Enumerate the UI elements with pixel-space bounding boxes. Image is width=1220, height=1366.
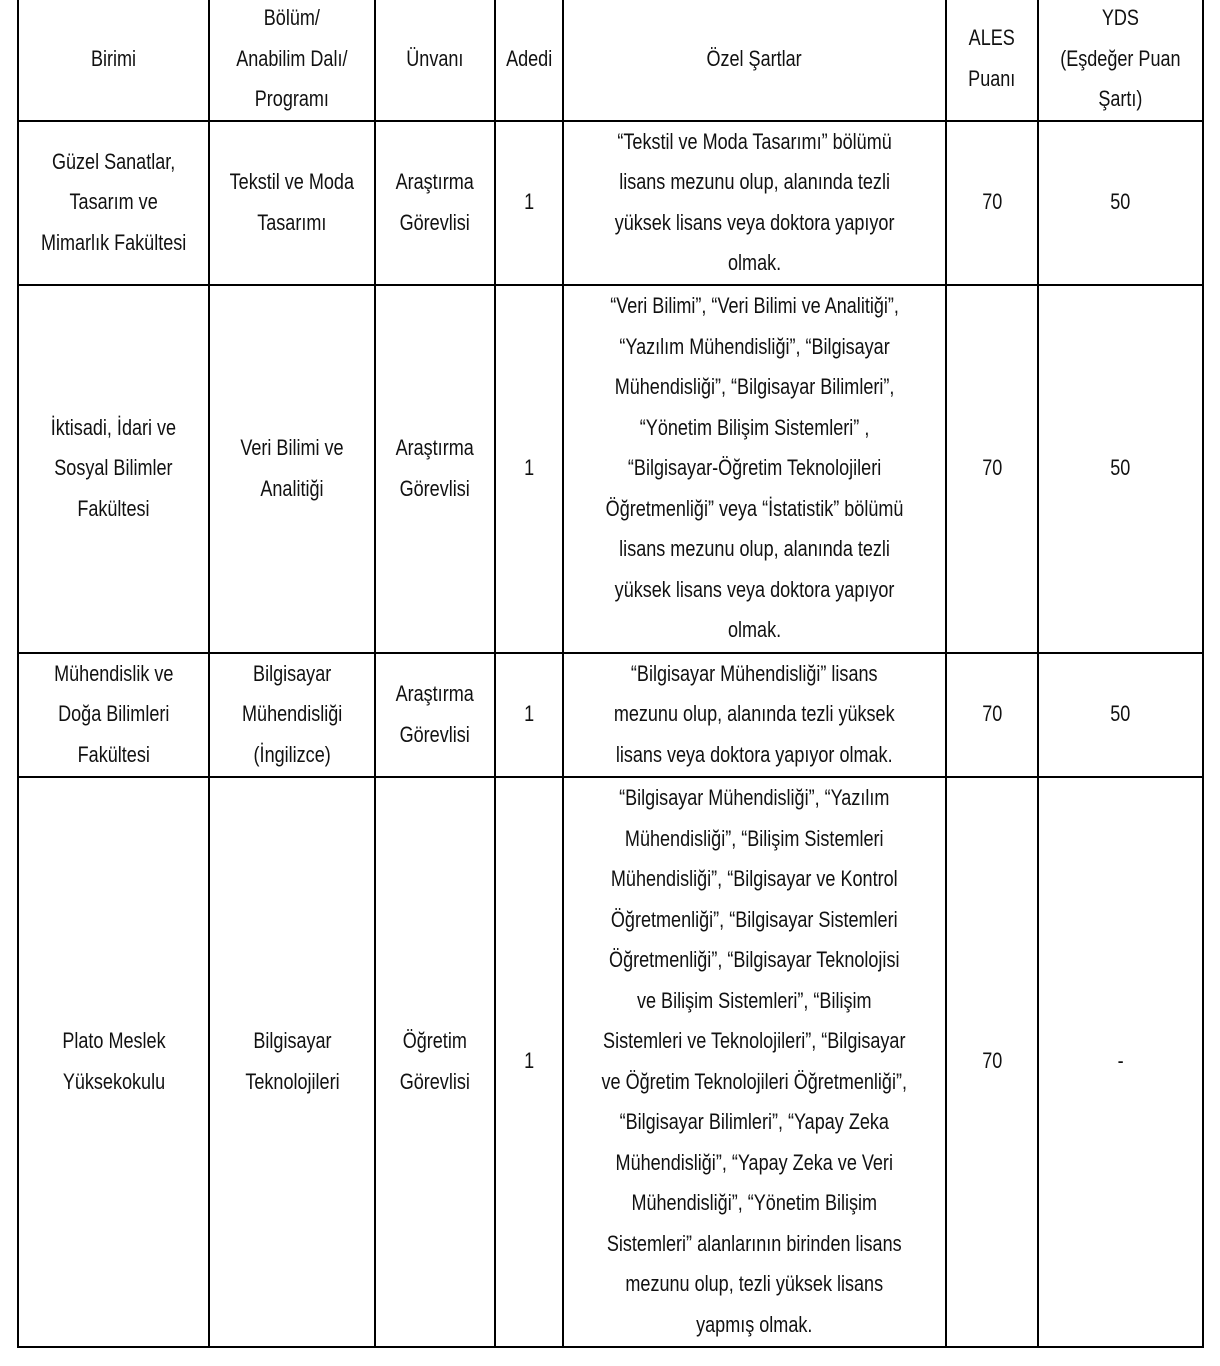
cell-count: 1	[494, 119, 564, 286]
cell-text: 1	[523, 189, 535, 215]
cell-text: Bilgisayar Mühendisliği (İngilizce)	[241, 660, 343, 767]
cell-ales: 70	[945, 119, 1039, 286]
cell-text: Plato Meslek Yüksekokulu	[61, 1028, 166, 1094]
cell-title: Araştırma Görevlisi	[374, 119, 496, 286]
cell-department: Bilgisayar Mühendisliği (İngilizce)	[208, 651, 376, 778]
cell-text: Mühendislik ve Doğa Bilimleri Fakültesi	[53, 660, 174, 767]
header-text: Birimi	[90, 45, 137, 71]
cell-yds: 50	[1037, 119, 1204, 286]
cell-text: Veri Bilimi ve Analitiği	[240, 435, 344, 501]
cell-title: Araştırma Görevlisi	[374, 651, 496, 778]
cell-text: 1	[523, 701, 535, 727]
cell-text: Araştırma Görevlisi	[395, 681, 475, 747]
cell-count: 1	[494, 283, 564, 654]
cell-text: Güzel Sanatlar, Tasarım ve Mimarlık Fakü…	[40, 148, 187, 255]
header-text: Adedi	[505, 45, 553, 71]
table-row: Mühendislik ve Doğa Bilimleri Fakültesi …	[17, 651, 1204, 778]
header-count: Adedi	[494, 0, 564, 122]
cell-text: Araştırma Görevlisi	[395, 435, 475, 501]
cell-department: Bilgisayar Teknolojileri	[208, 775, 376, 1348]
cell-department: Veri Bilimi ve Analitiği	[208, 283, 376, 654]
cell-yds: 50	[1037, 283, 1204, 654]
cell-text: Tekstil ve Moda Tasarımı	[229, 169, 355, 235]
header-title: Ünvanı	[374, 0, 496, 122]
cell-count: 1	[494, 651, 564, 778]
positions-table: Birimi Bölüm/ Anabilim Dalı/ Programı Ün…	[17, 0, 1204, 1348]
header-row: Birimi Bölüm/ Anabilim Dalı/ Programı Ün…	[17, 0, 1204, 122]
cell-unit: İktisadi, İdari ve Sosyal Bilimler Fakül…	[17, 283, 210, 654]
cell-text: 70	[981, 455, 1003, 481]
header-department: Bölüm/ Anabilim Dalı/ Programı	[208, 0, 376, 122]
table-row: İktisadi, İdari ve Sosyal Bilimler Fakül…	[17, 283, 1204, 654]
cell-text: “Tekstil ve Moda Tasarımı” bölümü lisans…	[614, 128, 895, 276]
header-text: Ünvanı	[406, 45, 464, 71]
cell-text: 1	[523, 1048, 535, 1074]
cell-text: “Veri Bilimi”, “Veri Bilimi ve Analitiği…	[605, 293, 904, 643]
table-row: Güzel Sanatlar, Tasarım ve Mimarlık Fakü…	[17, 119, 1204, 286]
cell-ales: 70	[945, 651, 1039, 778]
cell-text: “Bilgisayar Mühendisliği”, “Yazılım Mühe…	[601, 785, 908, 1337]
cell-unit: Güzel Sanatlar, Tasarım ve Mimarlık Fakü…	[17, 119, 210, 286]
cell-text: 1	[523, 455, 535, 481]
cell-text: 50	[1110, 455, 1131, 481]
cell-department: Tekstil ve Moda Tasarımı	[208, 119, 376, 286]
cell-count: 1	[494, 775, 564, 1348]
header-ales: ALES Puanı	[945, 0, 1039, 122]
cell-conditions: “Bilgisayar Mühendisliği”, “Yazılım Mühe…	[562, 775, 947, 1348]
cell-title: Araştırma Görevlisi	[374, 283, 496, 654]
cell-text: “Bilgisayar Mühendisliği” lisans mezunu …	[614, 660, 895, 767]
cell-text: Araştırma Görevlisi	[395, 169, 475, 235]
cell-text: 70	[981, 1048, 1003, 1074]
header-text: YDS (Eşdeğer Puan Şartı)	[1060, 5, 1181, 111]
cell-text: Bilgisayar Teknolojileri	[244, 1028, 340, 1094]
cell-text: 50	[1110, 189, 1131, 215]
cell-conditions: “Tekstil ve Moda Tasarımı” bölümü lisans…	[562, 119, 947, 286]
header-unit: Birimi	[17, 0, 210, 122]
cell-title: Öğretim Görevlisi	[374, 775, 496, 1348]
cell-unit: Plato Meslek Yüksekokulu	[17, 775, 210, 1348]
cell-yds: -	[1037, 775, 1204, 1348]
header-conditions: Özel Şartlar	[562, 0, 947, 122]
cell-text: -	[1117, 1048, 1124, 1074]
cell-text: Öğretim Görevlisi	[399, 1028, 471, 1094]
cell-text: 70	[981, 701, 1003, 727]
header-yds: YDS (Eşdeğer Puan Şartı)	[1037, 0, 1204, 122]
header-text: Özel Şartlar	[706, 45, 803, 71]
cell-conditions: “Bilgisayar Mühendisliği” lisans mezunu …	[562, 651, 947, 778]
cell-text: İktisadi, İdari ve Sosyal Bilimler Fakül…	[50, 414, 177, 521]
cell-yds: 50	[1037, 651, 1204, 778]
table-row: Plato Meslek Yüksekokulu Bilgisayar Tekn…	[17, 775, 1204, 1348]
header-text: Bölüm/ Anabilim Dalı/ Programı	[236, 5, 348, 111]
cell-text: 70	[981, 189, 1003, 215]
cell-ales: 70	[945, 775, 1039, 1348]
header-text: ALES Puanı	[968, 25, 1016, 91]
cell-text: 50	[1110, 701, 1131, 727]
cell-unit: Mühendislik ve Doğa Bilimleri Fakültesi	[17, 651, 210, 778]
cell-conditions: “Veri Bilimi”, “Veri Bilimi ve Analitiği…	[562, 283, 947, 654]
cell-ales: 70	[945, 283, 1039, 654]
